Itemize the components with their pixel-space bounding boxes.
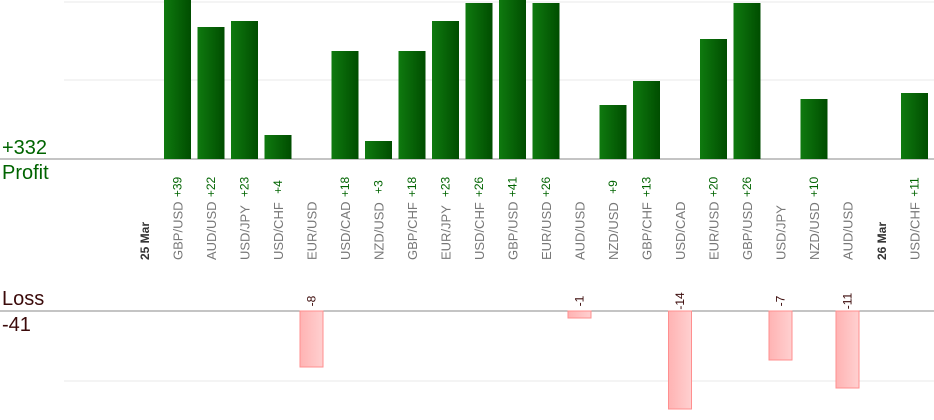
profit-bar <box>264 135 292 159</box>
category-label: USD/CHF <box>908 202 923 260</box>
category-label: AUD/USD <box>841 201 856 260</box>
loss-bar <box>668 310 692 410</box>
profit-value-label: +13 <box>640 176 654 197</box>
loss-bar <box>567 310 592 319</box>
category-label: GBP/CHF <box>640 202 655 260</box>
loss-bar <box>299 310 324 368</box>
profit-bar <box>700 39 727 159</box>
profit-bar <box>398 51 426 159</box>
category-label: NZD/USD <box>606 202 621 260</box>
loss-value-label: -7 <box>774 295 788 306</box>
category-label: USD/CHF <box>271 202 286 260</box>
category-label: GBP/USD <box>740 201 755 260</box>
profit-bar <box>499 0 526 159</box>
profit-value-label: +18 <box>338 176 352 197</box>
profit-value-label: +18 <box>405 176 419 197</box>
loss-label: Loss <box>2 288 45 310</box>
loss-bar <box>835 310 860 389</box>
category-label: USD/CAD <box>338 201 353 260</box>
profit-value-label: +41 <box>506 176 520 197</box>
profit-value-label: +23 <box>439 176 453 197</box>
profit-value-label: +9 <box>606 180 620 194</box>
loss-value-label: -8 <box>305 295 319 306</box>
profit-bar <box>733 3 761 159</box>
category-label: USD/CAD <box>673 201 688 260</box>
loss-bar <box>768 310 793 361</box>
profit-bar <box>432 21 459 159</box>
category-label: GBP/USD <box>171 201 186 260</box>
profit-value-label: +20 <box>707 176 721 197</box>
profit-bar <box>800 99 828 159</box>
profit-bar <box>365 141 392 159</box>
profit-bar <box>599 105 627 159</box>
loss-value-label: -14 <box>673 292 687 310</box>
category-label: GBP/USD <box>506 201 521 260</box>
profit-bar <box>465 3 493 159</box>
loss-value-label: -1 <box>573 295 587 306</box>
profit-bar <box>901 93 928 159</box>
category-label: EUR/USD <box>305 201 320 260</box>
category-label: EUR/USD <box>707 201 722 260</box>
profit-value-label: +26 <box>740 176 754 197</box>
category-label: NZD/USD <box>372 202 387 260</box>
category-label: GBP/CHF <box>405 202 420 260</box>
profit-bar <box>164 0 191 159</box>
profit-label: Profit <box>2 162 49 184</box>
profit-total: +332 <box>2 137 48 159</box>
profit-value-label: +22 <box>204 176 218 197</box>
loss-total: -41 <box>2 314 31 336</box>
profit-value-label: +11 <box>908 177 922 197</box>
profit-bar <box>331 51 359 159</box>
profit-value-label: +3 <box>372 180 386 194</box>
loss-value-label: -11 <box>841 292 855 309</box>
profit-value-label: +39 <box>171 176 185 197</box>
category-label: EUR/USD <box>539 201 554 260</box>
profit-value-label: +10 <box>807 176 821 197</box>
category-label: USD/CHF <box>472 202 487 260</box>
category-label: AUD/USD <box>573 201 588 260</box>
category-label: EUR/JPY <box>439 205 454 260</box>
profit-bar <box>197 27 225 159</box>
category-label: USD/JPY <box>238 205 253 260</box>
profit-value-label: +23 <box>238 176 252 197</box>
category-label: USD/JPY <box>774 205 789 260</box>
profit-bar <box>532 3 560 159</box>
profit-value-label: +4 <box>271 180 285 194</box>
date-label: 26 Mar <box>875 222 889 260</box>
date-label: 25 Mar <box>138 222 152 260</box>
profit-value-label: +26 <box>539 176 553 197</box>
profit-value-label: +26 <box>472 176 486 197</box>
category-label: AUD/USD <box>204 201 219 260</box>
profit-bar <box>633 81 660 159</box>
profit-bar <box>231 21 258 159</box>
category-label: NZD/USD <box>807 202 822 260</box>
